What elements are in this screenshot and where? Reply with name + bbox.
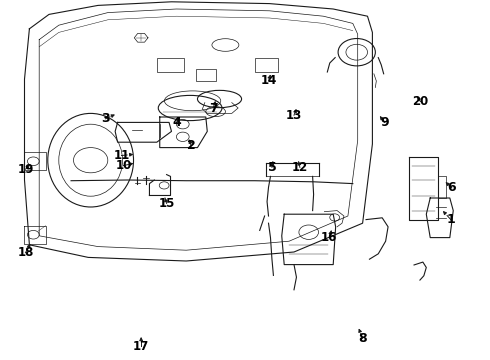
Text: 13: 13 [286, 109, 302, 122]
Text: 19: 19 [17, 163, 34, 176]
Text: 12: 12 [292, 161, 308, 174]
Text: 3: 3 [101, 112, 110, 125]
Text: 5: 5 [268, 161, 276, 174]
Bar [157, 58, 184, 72]
Text: 18: 18 [17, 246, 34, 259]
Text: 8: 8 [358, 332, 367, 345]
Text: 9: 9 [380, 116, 389, 129]
Text: 17: 17 [133, 340, 149, 353]
Text: 2: 2 [187, 139, 196, 152]
Text: 6: 6 [447, 181, 456, 194]
Text: 7: 7 [209, 102, 218, 114]
Text: 1: 1 [446, 213, 455, 226]
Text: 15: 15 [158, 197, 175, 210]
Text: 20: 20 [412, 95, 429, 108]
Text: 16: 16 [321, 231, 338, 244]
Text: 10: 10 [115, 159, 132, 172]
Text: 14: 14 [260, 75, 277, 87]
Bar [255, 58, 278, 72]
Text: 4: 4 [172, 116, 181, 129]
Text: 11: 11 [113, 149, 130, 162]
Bar [196, 69, 216, 81]
